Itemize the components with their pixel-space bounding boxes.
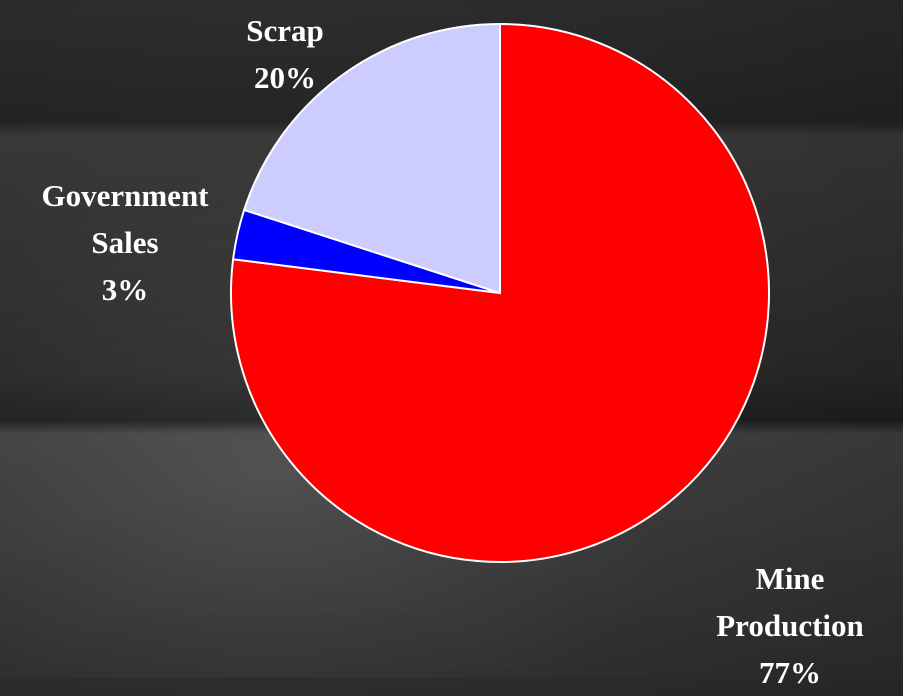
slice-label: Scrap 20% [185, 7, 385, 101]
category-label: Government Sales [41, 178, 209, 260]
value-label: 3% [101, 272, 149, 307]
value-label: 77% [759, 655, 821, 690]
pie-slice [242, 22, 501, 295]
value-label: 20% [254, 60, 316, 95]
chart [230, 22, 770, 563]
slice-label: Mine Production 77% [690, 555, 890, 696]
page: {"chart_data": {"type": "pie", "categori… [0, 0, 903, 678]
slice-label: Government Sales 3% [10, 172, 240, 313]
category-label: Mine Production [716, 561, 864, 643]
category-label: Scrap [246, 13, 324, 48]
